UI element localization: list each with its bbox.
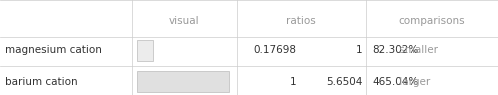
Text: 5.6504: 5.6504	[326, 77, 363, 87]
Bar	[137, 71, 229, 92]
Text: ratios: ratios	[286, 16, 316, 26]
Text: 0.17698: 0.17698	[253, 45, 296, 55]
Text: visual: visual	[169, 16, 200, 26]
Text: 1: 1	[356, 45, 363, 55]
Text: comparisons: comparisons	[399, 16, 465, 26]
Text: magnesium cation: magnesium cation	[5, 45, 102, 55]
Text: 1: 1	[290, 77, 296, 87]
Text: 82.302%: 82.302%	[373, 45, 419, 55]
Text: larger: larger	[396, 77, 430, 87]
Text: barium cation: barium cation	[5, 77, 78, 87]
Text: smaller: smaller	[396, 45, 438, 55]
Bar	[137, 40, 153, 61]
Text: 465.04%: 465.04%	[373, 77, 419, 87]
